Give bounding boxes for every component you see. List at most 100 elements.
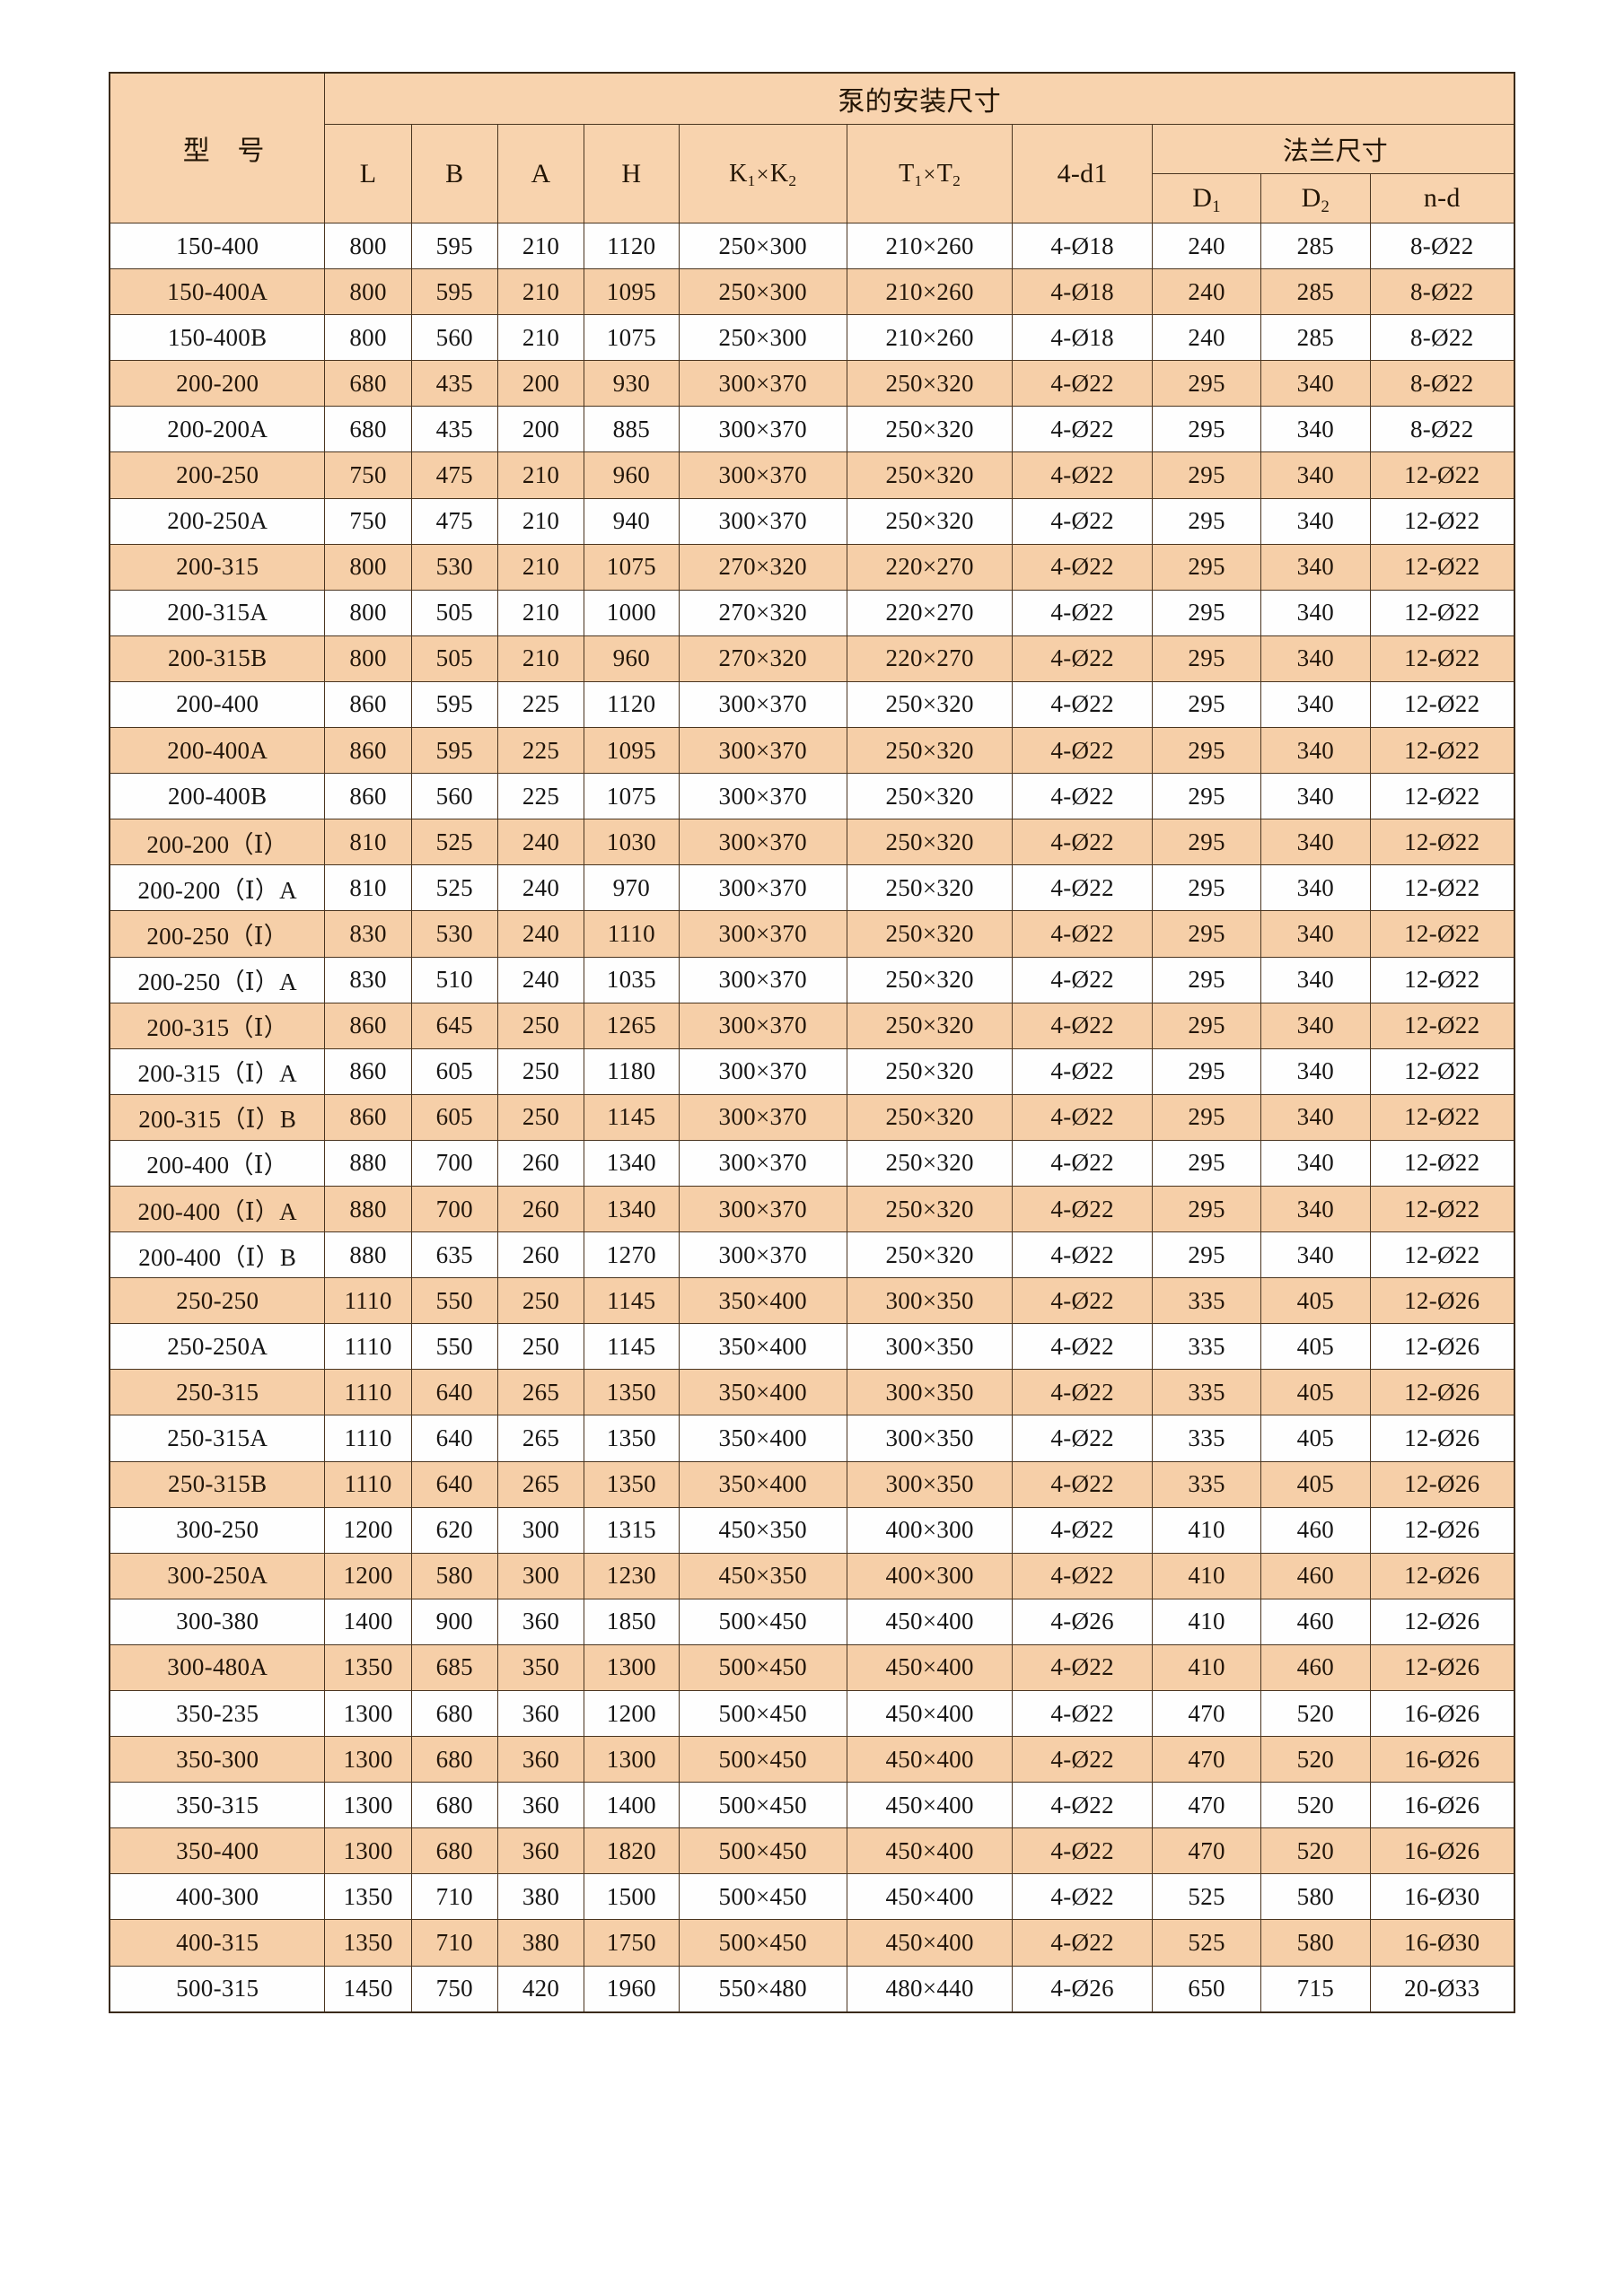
cell-t1-t2: 450×400 (846, 1827, 1014, 1875)
cell-d1: 410 (1151, 1506, 1262, 1554)
cell-h: 1850 (584, 1598, 680, 1645)
cell-h: 1145 (584, 1093, 680, 1141)
cell-t1-t2: 250×320 (846, 819, 1014, 866)
column-header-4-d1: 4-d1 (1012, 124, 1153, 223)
table-row: 300-380 1400 900 360 1850 500×450 450×400 4-Ø26… (109, 1598, 1515, 1645)
header-row-flange-subs: D1 D2 n-d (110, 173, 1515, 223)
cell-d2: 340 (1260, 727, 1371, 775)
cell-a: 300 (496, 1552, 585, 1599)
cell-d2: 520 (1260, 1736, 1371, 1783)
cell-t1-t2: 250×320 (846, 680, 1014, 729)
cell-t1-t2: 210×260 (846, 314, 1014, 362)
cell-model: 200-400（Ⅰ） (109, 1139, 326, 1187)
cell-d1: 410 (1151, 1643, 1262, 1692)
cell-n-d: 12-Ø22 (1369, 773, 1515, 820)
spec-sheet: 型 号 泵的安装尺寸 L B A H K1×K2 T1×T2 4-d1 法兰尺寸… (109, 72, 1515, 2013)
cell-d2: 405 (1260, 1460, 1371, 1508)
cell-model: 400-315 (109, 1919, 326, 1967)
cell-model: 300-250 (109, 1506, 326, 1554)
cell-d1: 335 (1151, 1369, 1262, 1416)
cell-h: 1095 (584, 727, 680, 775)
table-row: 150-400A 800 595 210 1095 250×300 210×260 4-Ø18… (109, 268, 1515, 316)
table-row: 250-250A 1110 550 250 1145 350×400 300×350 4-Ø2… (109, 1323, 1515, 1371)
cell-d2: 340 (1260, 864, 1371, 912)
table-row: 350-400 1300 680 360 1820 500×450 450×400 4-Ø22… (109, 1827, 1515, 1875)
table-row: 200-315 800 530 210 1075 270×320 220×270 4-Ø22 2… (109, 543, 1515, 591)
cell-a: 300 (496, 1506, 585, 1554)
cell-l: 1200 (324, 1552, 412, 1599)
cell-l: 1300 (324, 1689, 412, 1738)
cell-n-d: 12-Ø26 (1369, 1460, 1515, 1508)
cell-model: 200-250A (109, 497, 326, 545)
cell-b: 900 (410, 1598, 498, 1645)
cell-n-d: 12-Ø22 (1369, 451, 1515, 499)
cell-a: 250 (496, 1277, 585, 1325)
cell-4-d1: 4-Ø22 (1012, 1277, 1153, 1325)
cell-k1-k2: 500×450 (678, 1736, 847, 1783)
cell-a: 360 (496, 1598, 585, 1645)
cell-b: 475 (410, 497, 498, 545)
cell-a: 210 (496, 635, 585, 682)
cell-d1: 470 (1151, 1782, 1262, 1829)
cell-t1-t2: 400×300 (846, 1552, 1014, 1599)
cell-a: 265 (496, 1369, 585, 1416)
cell-h: 1350 (584, 1369, 680, 1416)
cell-h: 1110 (584, 910, 680, 958)
cell-model: 350-300 (109, 1736, 326, 1783)
column-header-t1-t2: T1×T2 (846, 124, 1014, 223)
table-row: 400-300 1350 710 380 1500 500×450 450×400 4-Ø22… (109, 1873, 1515, 1921)
cell-h: 1350 (584, 1415, 680, 1462)
cell-d1: 295 (1151, 1047, 1262, 1095)
cell-h: 1075 (584, 314, 680, 362)
cell-h: 1120 (584, 222, 680, 270)
cell-n-d: 8-Ø22 (1369, 360, 1515, 407)
cell-model: 200-315（Ⅰ） (109, 1002, 326, 1049)
cell-l: 800 (324, 222, 412, 270)
cell-d1: 295 (1151, 910, 1262, 958)
cell-4-d1: 4-Ø22 (1012, 360, 1153, 407)
cell-l: 1110 (324, 1369, 412, 1416)
cell-4-d1: 4-Ø22 (1012, 589, 1153, 636)
cell-h: 1340 (584, 1185, 680, 1233)
cell-model: 200-200 (109, 360, 326, 407)
table-row: 200-400（Ⅰ）B 880 635 260 1270 300×370 250×320 4-… (109, 1231, 1515, 1279)
cell-4-d1: 4-Ø22 (1012, 1506, 1153, 1554)
header-row-title: 型 号 泵的安装尺寸 (109, 72, 1515, 223)
cell-h: 1095 (584, 268, 680, 316)
cell-t1-t2: 450×400 (846, 1919, 1014, 1967)
cell-d2: 340 (1260, 1093, 1371, 1141)
cell-d1: 295 (1151, 497, 1262, 545)
cell-h: 1300 (584, 1643, 680, 1692)
cell-d1: 295 (1151, 1093, 1262, 1141)
cell-4-d1: 4-Ø22 (1012, 1873, 1153, 1921)
cell-b: 710 (410, 1919, 498, 1967)
cell-model: 200-200A (109, 406, 326, 453)
cell-d2: 520 (1260, 1689, 1371, 1738)
cell-d2: 715 (1260, 1965, 1371, 2013)
cell-l: 810 (324, 819, 412, 866)
cell-a: 380 (496, 1919, 585, 1967)
cell-l: 1200 (324, 1506, 412, 1554)
cell-k1-k2: 450×350 (678, 1506, 847, 1554)
cell-k1-k2: 500×450 (678, 1873, 847, 1921)
cell-b: 435 (410, 406, 498, 453)
cell-d1: 295 (1151, 956, 1262, 1003)
cell-k1-k2: 450×350 (678, 1552, 847, 1599)
cell-a: 250 (496, 1002, 585, 1049)
cell-d2: 340 (1260, 1002, 1371, 1049)
cell-k1-k2: 300×370 (678, 1002, 847, 1049)
cell-l: 860 (324, 680, 412, 729)
table-row: 200-315（Ⅰ）B 860 605 250 1145 300×370 250×320 4-… (109, 1093, 1515, 1141)
cell-n-d: 12-Ø26 (1369, 1369, 1515, 1416)
cell-n-d: 12-Ø22 (1369, 864, 1515, 912)
cell-t1-t2: 300×350 (846, 1369, 1014, 1416)
cell-d2: 340 (1260, 956, 1371, 1003)
cell-k1-k2: 250×300 (678, 314, 847, 362)
cell-d1: 295 (1151, 1185, 1262, 1233)
cell-l: 1450 (324, 1965, 412, 2013)
cell-model: 200-400B (109, 773, 326, 820)
cell-n-d: 12-Ø22 (1369, 910, 1515, 958)
cell-a: 250 (496, 1047, 585, 1095)
cell-k1-k2: 300×370 (678, 1139, 847, 1187)
cell-model: 300-480A (109, 1643, 326, 1692)
